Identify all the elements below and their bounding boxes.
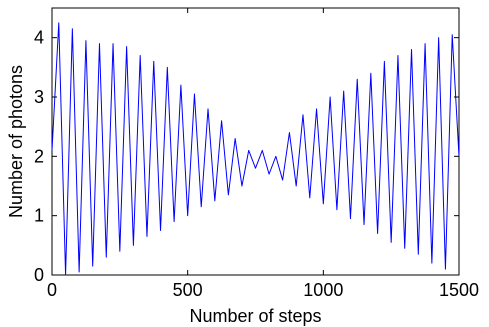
x-axis-label: Number of steps	[189, 306, 321, 326]
y-tick-label: 1	[34, 206, 44, 226]
series-line	[51, 22, 460, 276]
x-tick-label: 0	[47, 280, 57, 300]
x-tick-label: 1000	[303, 280, 343, 300]
y-tick-label: 0	[34, 265, 44, 285]
x-tick-label: 1500	[439, 280, 479, 300]
y-tick-label: 3	[34, 87, 44, 107]
y-tick-label: 4	[34, 28, 44, 48]
y-axis-label: Number of photons	[6, 65, 26, 218]
y-tick-label: 2	[34, 146, 44, 166]
x-tick-label: 500	[173, 280, 203, 300]
